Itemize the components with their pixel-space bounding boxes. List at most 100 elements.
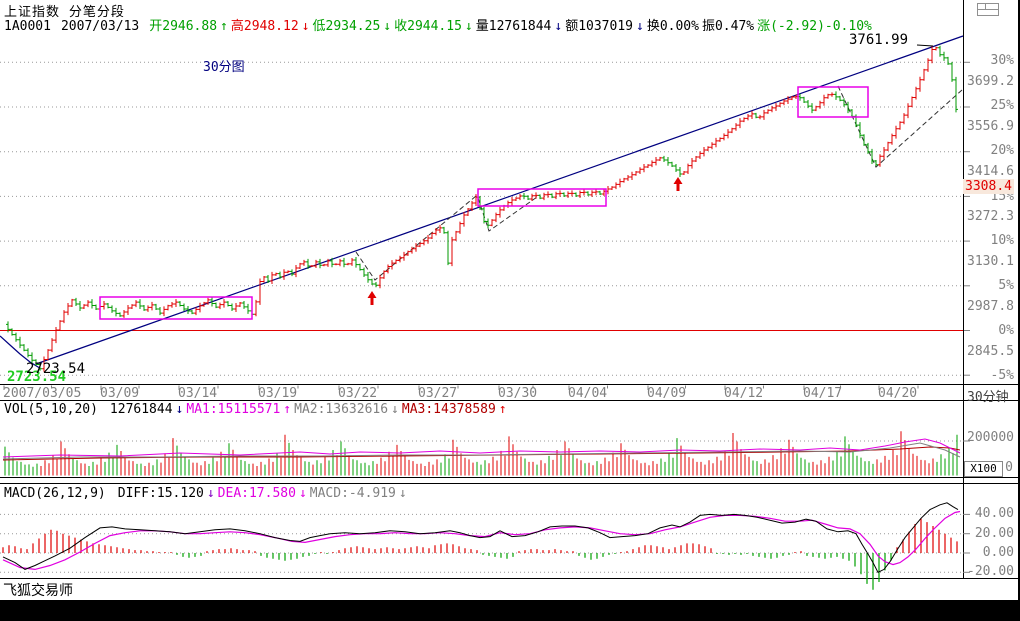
volume-bars-down — [4, 434, 958, 476]
date-label: 03/22 — [338, 386, 378, 401]
dashed-swing-line — [355, 195, 477, 281]
up-arrow-icon — [673, 177, 683, 191]
date-label: 04/20 — [878, 386, 918, 401]
macd-hist-down — [176, 553, 892, 590]
interval-label: 30分钟 — [967, 390, 1009, 405]
volume-ma2-line — [2, 442, 961, 460]
date-label: 03/09 — [100, 386, 140, 401]
date-label: 03/19 — [258, 386, 298, 401]
volume-axis-top: 200000 — [967, 430, 1014, 445]
volume-axis-zero: 0 — [1005, 460, 1013, 475]
trend-line — [35, 35, 964, 365]
macd-axis-label: 0.00 — [982, 545, 1014, 560]
volume-field: VOL(5,10,20) — [4, 402, 98, 417]
date-label: 04/12 — [724, 386, 764, 401]
macd-field: DEA:17.580 — [217, 486, 296, 501]
axis-label: 30% — [990, 53, 1014, 68]
dea-line — [2, 510, 961, 571]
axis-label: 3272.3 — [967, 209, 1014, 224]
macd-header: MACD(26,12,9) DIFF:15.120 ↓ DEA:17.580 ↓ MACD… — [4, 486, 410, 501]
volume-ma1-line — [2, 438, 961, 458]
date-label: 2007/03/05 — [3, 386, 82, 401]
quote-field: ↓ — [301, 19, 310, 34]
axis-label: 20% — [990, 143, 1014, 158]
macd-axis-label: -20.00 — [967, 564, 1014, 580]
candles-up — [42, 46, 938, 372]
dashed-swing-line — [837, 85, 963, 168]
date-label: 03/30 — [498, 386, 538, 401]
quote-field: 量12761844 — [475, 19, 552, 34]
volume-field: ↑ — [283, 402, 292, 417]
axis-label: 2845.5 — [967, 344, 1014, 359]
axis-label: 10% — [990, 233, 1014, 248]
date-label: 04/17 — [803, 386, 843, 401]
quote-field: 涨(-2.92)-0.10% — [757, 19, 872, 34]
date-label: 03/14 — [178, 386, 218, 401]
axis-label: 0% — [998, 323, 1014, 338]
diff-line — [2, 502, 959, 573]
date-label: 03/27 — [418, 386, 458, 401]
chart-period-label: 30分图 — [203, 60, 245, 75]
page-title: 上证指数 分笔分段 — [4, 5, 125, 20]
macd-field: MACD:-4.919 — [309, 486, 396, 501]
date-label: 04/09 — [647, 386, 687, 401]
volume-bars-up — [40, 431, 934, 476]
volume-field: ↓ — [175, 402, 184, 417]
low-price-label-green: 2723.54 — [7, 369, 67, 385]
quote-info-bar: 1A0001 2007/03/13 开2946.88 ↑ 高2948.12 ↓ 低2934.… — [4, 15, 875, 34]
macd-field: ↓ — [398, 486, 407, 501]
quote-field: ↑ — [220, 19, 228, 34]
axis-label: 2987.8 — [967, 299, 1014, 314]
volume-field: MA2:13632616 — [294, 402, 389, 417]
macd-axis-label: 20.00 — [974, 525, 1014, 541]
axis-label: 25% — [990, 98, 1014, 113]
candles-down — [6, 45, 958, 371]
macd-field: ↓ — [298, 486, 307, 501]
current-price-badge: 3308.4 — [963, 179, 1014, 194]
axis-label: 3130.1 — [967, 254, 1014, 269]
axis-label: 3699.2 — [967, 74, 1014, 89]
low-price-label: 2723.54 — [26, 361, 86, 377]
axis-label: 3414.6 — [967, 164, 1014, 179]
volume-field: MA1:15115571 — [186, 402, 281, 417]
bottom-black-bar — [0, 600, 1018, 621]
quote-field: 2007/03/13 — [60, 19, 140, 34]
segment-curve — [0, 335, 41, 369]
quote-field: 低2934.25 — [312, 19, 381, 34]
quote-field: 开2946.88 — [149, 19, 218, 34]
volume-ma3-line — [2, 446, 961, 461]
volume-field: ↓ — [391, 402, 399, 417]
volume-header: VOL(5,10,20) 12761844 ↓ MA1:15115571 ↑ MA2:13… — [4, 402, 510, 417]
axis-label: -5% — [990, 368, 1014, 383]
volume-field: ↑ — [498, 402, 507, 417]
quote-field: ↓ — [554, 19, 563, 34]
macd-field: ↓ — [206, 486, 215, 501]
volume-unit-badge: X100 — [964, 461, 1003, 477]
quote-field: 振0.47% — [701, 19, 755, 34]
axis-label: 5% — [998, 278, 1014, 293]
quote-field: 换0.00% — [646, 19, 699, 34]
axis-label: 3556.9 — [967, 119, 1014, 134]
quote-field: 高2948.12 — [230, 19, 299, 34]
app-brand: 飞狐交易师 — [3, 583, 73, 599]
consolidation-box — [99, 296, 253, 320]
peak-pointer — [916, 44, 934, 47]
quote-field: ↓ — [636, 19, 644, 34]
quote-field: 额1037019 — [565, 19, 633, 34]
quote-field: ↓ — [464, 19, 473, 34]
macd-field: MACD(26,12,9) — [4, 486, 106, 501]
quote-field: 收2944.15 — [394, 19, 462, 34]
macd-hist-up — [2, 518, 958, 553]
consolidation-box — [477, 188, 607, 207]
up-arrow-icon — [367, 291, 377, 305]
volume-field: 12761844 — [109, 402, 173, 417]
peak-price-label: 3761.99 — [849, 32, 909, 48]
quote-field: ↓ — [383, 19, 392, 34]
volume-field: MA3:14378589 — [401, 402, 496, 417]
macd-axis-label: 40.00 — [974, 506, 1014, 522]
date-label: 04/04 — [568, 386, 608, 401]
quote-field: 1A0001 — [4, 19, 51, 34]
consolidation-box — [797, 86, 869, 118]
